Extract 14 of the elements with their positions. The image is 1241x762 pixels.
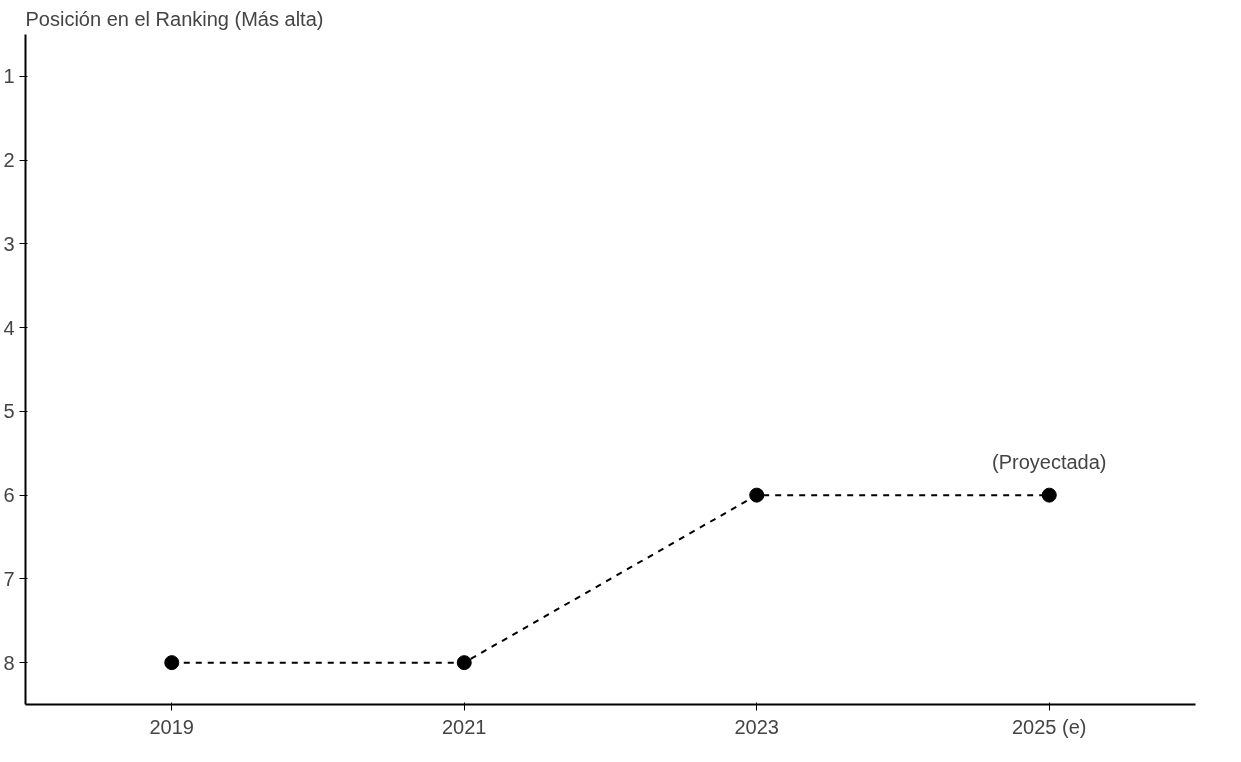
- y-tick-label: 5: [3, 400, 15, 423]
- y-tick-label: 4: [3, 316, 15, 339]
- y-tick-label: 6: [3, 484, 15, 507]
- y-tick-label: 3: [3, 232, 15, 255]
- y-tick-label: 1: [3, 65, 15, 88]
- x-tick-label: 2025 (e): [1012, 715, 1087, 738]
- annotation: (Proyectada): [992, 451, 1107, 474]
- y-tick-label: 8: [3, 651, 15, 674]
- chart-title: Posición en el Ranking (Más alta): [25, 7, 324, 30]
- y-tick-label: 7: [3, 567, 15, 590]
- x-tick-label: 2023: [734, 715, 779, 738]
- y-tick-label: 2: [3, 149, 15, 172]
- x-tick-label: 2021: [442, 715, 487, 738]
- x-tick-label: 2019: [149, 715, 194, 738]
